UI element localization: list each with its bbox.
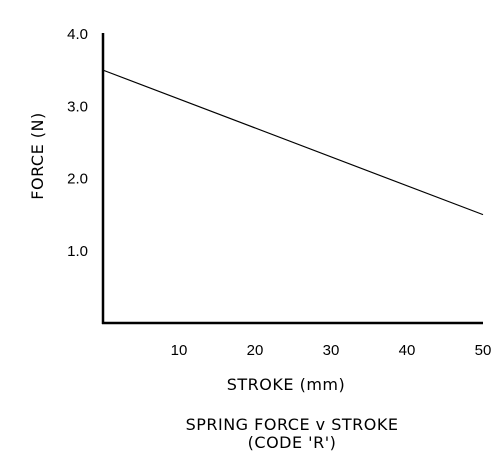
y-tick-label: 2.0	[67, 171, 88, 188]
chart-title: SPRING FORCE v STROKE	[186, 415, 399, 434]
x-tick-label: 10	[171, 342, 188, 359]
x-tick-label: 30	[323, 342, 340, 359]
y-tick-label: 3.0	[67, 98, 88, 115]
y-axis-label: FORCE (N)	[28, 112, 47, 199]
x-axis-label: STROKE (mm)	[227, 375, 345, 394]
y-tick-label: 4.0	[67, 26, 88, 43]
x-tick-label: 40	[399, 342, 416, 359]
series-line	[102, 69, 484, 216]
ticks-layer: 10 20 30 40 50 1.0 2.0 3.0 4.0	[67, 26, 491, 359]
chart-subtitle: (CODE 'R')	[248, 433, 337, 452]
series-layer	[102, 69, 484, 216]
x-tick-label: 50	[475, 342, 492, 359]
axes-layer	[101, 33, 483, 325]
x-tick-label: 20	[247, 342, 264, 359]
y-tick-label: 1.0	[67, 243, 88, 260]
